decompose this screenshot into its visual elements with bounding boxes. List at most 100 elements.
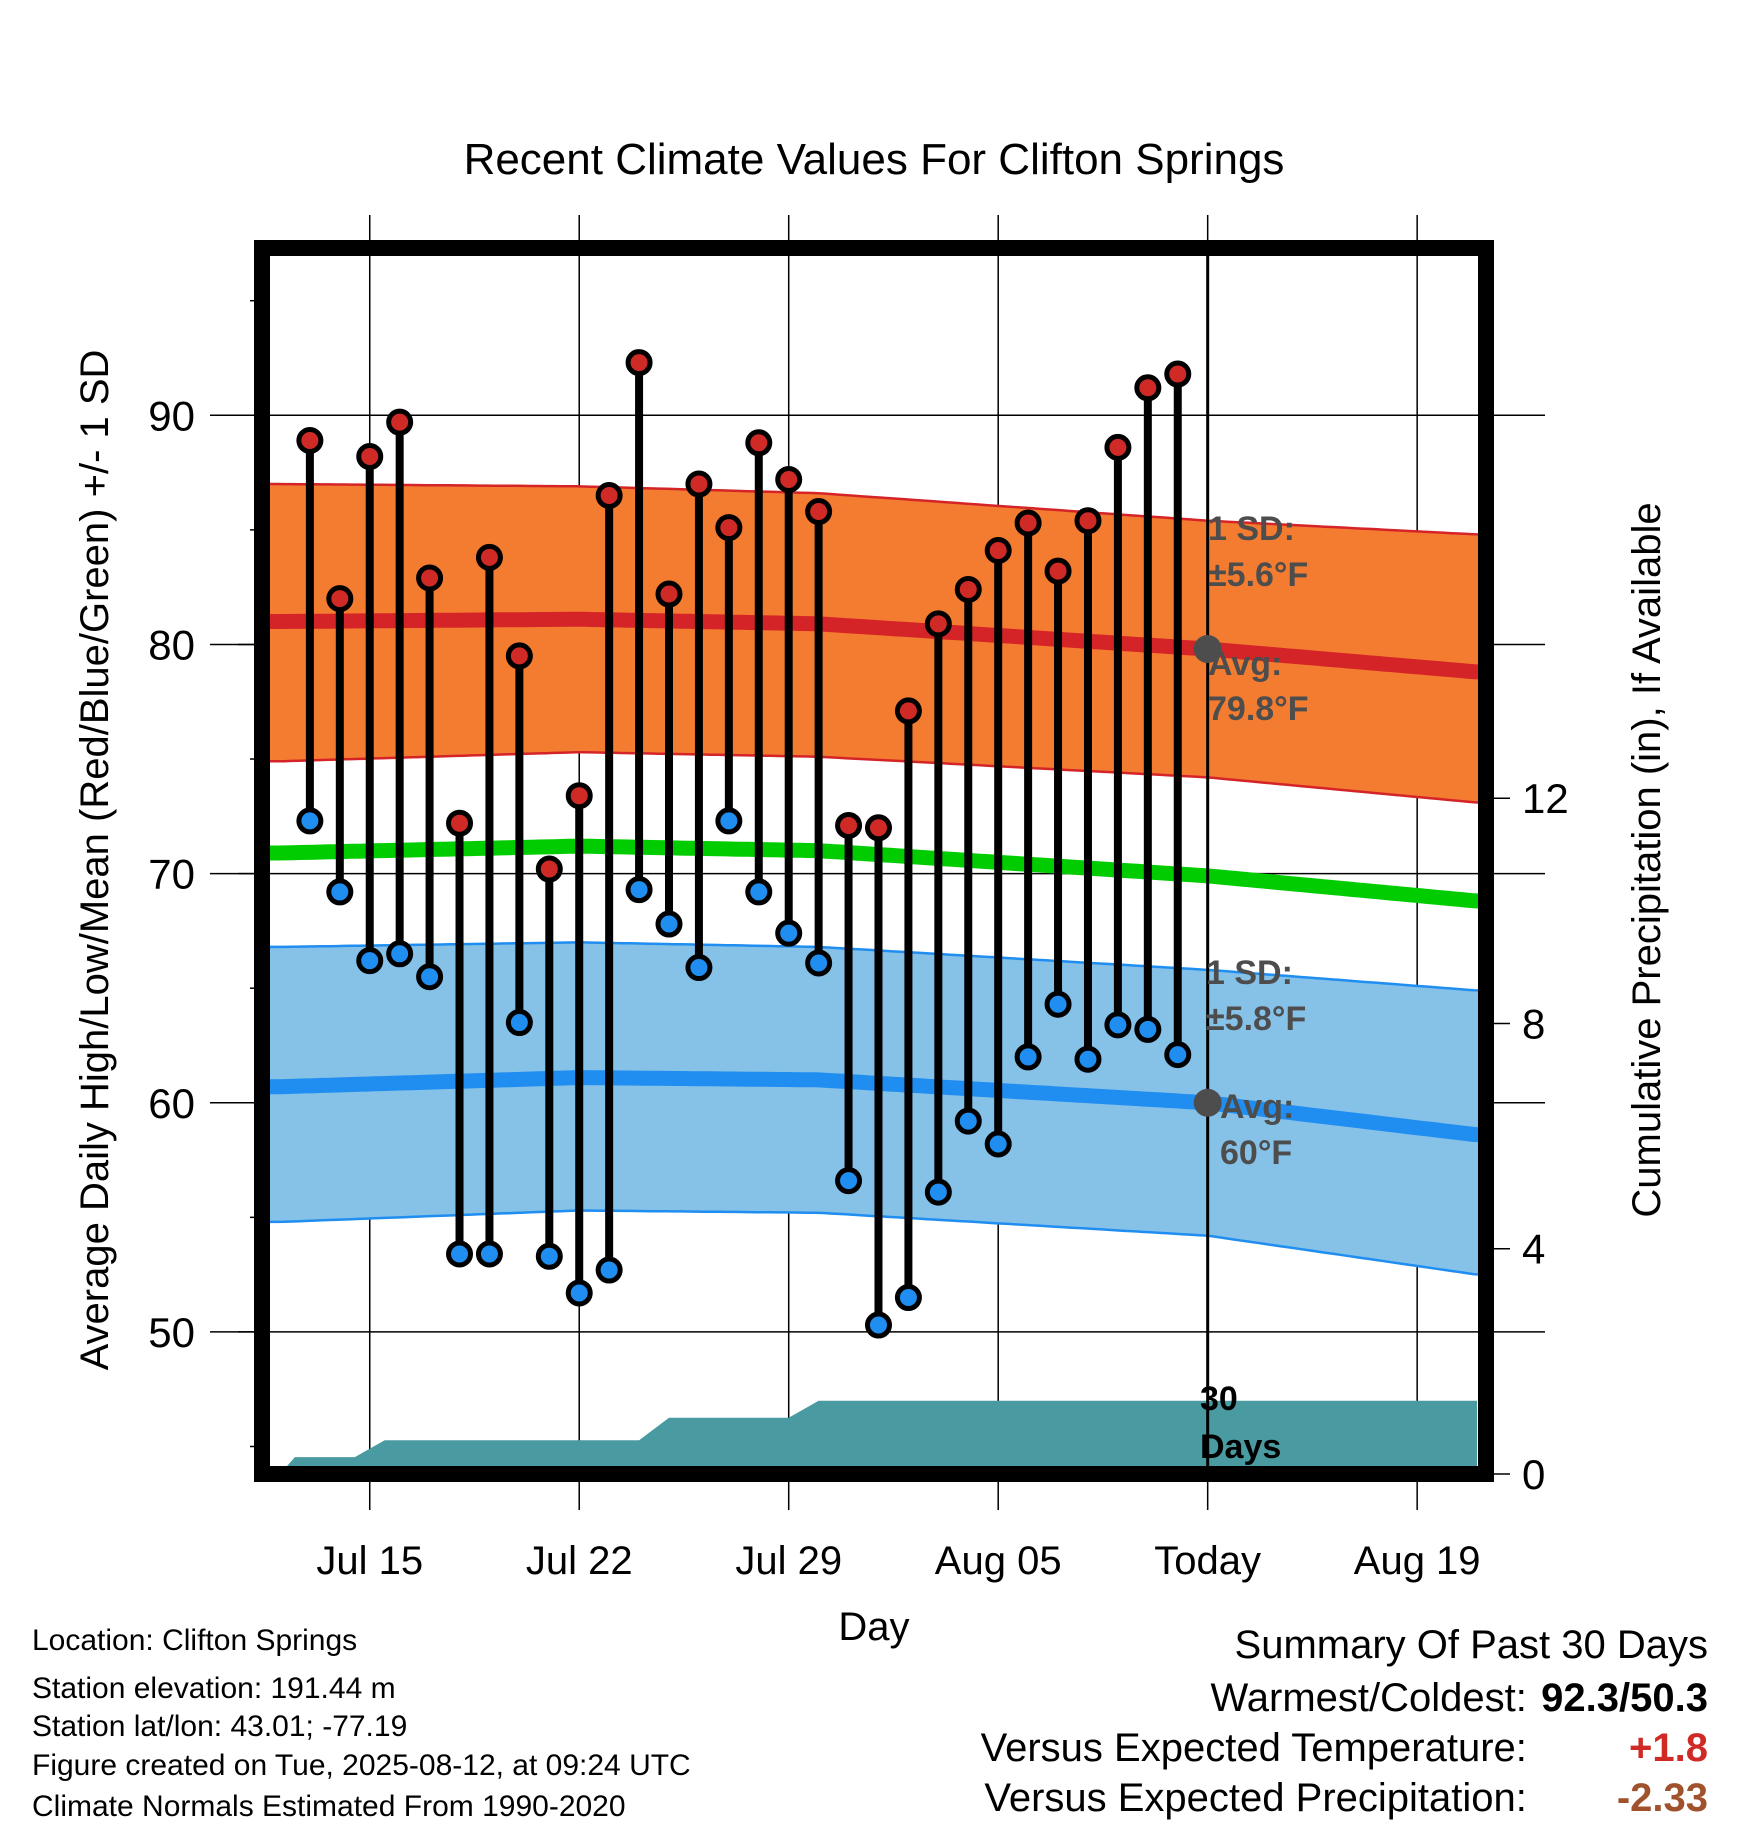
- low-point-17: [805, 949, 833, 977]
- days-label-line2: Days: [1200, 1428, 1281, 1466]
- high-sd-value: ±5.6°F: [1208, 556, 1308, 594]
- high-point-3: [386, 408, 414, 436]
- info-latlon: Station lat/lon: 43.01; -77.19: [32, 1710, 408, 1743]
- high-point-26: [1074, 507, 1102, 535]
- low-point-4: [416, 963, 444, 991]
- precip-cumulative-area: [279, 1400, 1478, 1474]
- low-sd-upper-line: [262, 941, 1482, 992]
- high-point-17: [805, 498, 833, 526]
- info-elevation: Station elevation: 191.44 m: [32, 1672, 396, 1705]
- summary-extremes-label: Warmest/Coldest:: [1210, 1676, 1527, 1720]
- high-point-13: [685, 470, 713, 498]
- low-sd-label: 1 SD:: [1206, 954, 1293, 992]
- high-point-18: [835, 811, 863, 839]
- high-point-7: [505, 642, 533, 670]
- low-point-1: [326, 878, 354, 906]
- info-normals: Climate Normals Estimated From 1990-2020: [32, 1790, 626, 1823]
- high-point-1: [326, 585, 354, 613]
- high-point-2: [356, 443, 384, 471]
- summary-temp-value: +1.8: [1629, 1726, 1708, 1770]
- low-avg-label: Avg:: [1220, 1088, 1294, 1126]
- high-sd-upper-line: [262, 482, 1482, 536]
- low-point-19: [864, 1311, 892, 1339]
- precip-area: [279, 1400, 1478, 1474]
- low-point-14: [715, 807, 743, 835]
- low-point-16: [775, 919, 803, 947]
- low-sd-lower-line: [262, 1209, 1482, 1276]
- high-point-23: [984, 536, 1012, 564]
- y-tick-label-70: 70: [148, 851, 195, 898]
- low-point-24: [1014, 1043, 1042, 1071]
- high-point-28: [1134, 374, 1162, 402]
- low-point-8: [535, 1242, 563, 1270]
- high-normal-line: [262, 611, 1482, 680]
- y2-tick-label-8: 8: [1522, 1000, 1545, 1047]
- high-point-27: [1104, 433, 1132, 461]
- high-point-12: [655, 580, 683, 608]
- low-point-13: [685, 954, 713, 982]
- axes: 50 60 70 80 90 0 4 8 12 Jul 15 Jul 22 Jul 29 Aug 05 T…: [73, 240, 1669, 1649]
- low-point-5: [446, 1240, 474, 1268]
- low-point-25: [1044, 990, 1072, 1018]
- y2-tick-label-0: 0: [1522, 1451, 1545, 1498]
- high-point-11: [625, 349, 653, 377]
- low-point-26: [1074, 1045, 1102, 1073]
- high-point-22: [954, 575, 982, 603]
- y-tick-label-80: 80: [148, 621, 195, 668]
- y2-tick-label-12: 12: [1522, 775, 1569, 822]
- low-point-11: [625, 876, 653, 904]
- high-sd-lower-line: [262, 750, 1482, 804]
- summary-precipitation: Versus Expected Precipitation: -2.33: [984, 1778, 1708, 1818]
- x-tick-label-1: Jul 22: [526, 1539, 633, 1583]
- low-point-2: [356, 947, 384, 975]
- summary-title: Summary Of Past 30 Days: [1234, 1623, 1708, 1667]
- low-point-29: [1164, 1041, 1192, 1069]
- y-tick-label-60: 60: [148, 1080, 195, 1127]
- observed-temperatures: [296, 349, 1192, 1339]
- low-point-15: [745, 878, 773, 906]
- low-point-10: [595, 1256, 623, 1284]
- high-point-21: [924, 610, 952, 638]
- y-tick-label-50: 50: [148, 1309, 195, 1356]
- high-point-19: [864, 814, 892, 842]
- high-point-8: [535, 855, 563, 883]
- summary-precip-value: -2.33: [1616, 1776, 1708, 1820]
- low-normal-line: [262, 1070, 1482, 1143]
- high-avg-value: 79.8°F: [1208, 690, 1309, 728]
- low-point-22: [954, 1107, 982, 1135]
- low-point-6: [475, 1240, 503, 1268]
- low-point-7: [505, 1009, 533, 1037]
- high-avg-label: Avg:: [1208, 645, 1282, 683]
- high-point-29: [1164, 360, 1192, 388]
- info-location: Location: Clifton Springs: [32, 1624, 358, 1657]
- x-tick-label-3: Aug 05: [935, 1539, 1062, 1583]
- low-point-27: [1104, 1011, 1132, 1039]
- low-point-28: [1134, 1015, 1162, 1043]
- low-point-9: [565, 1279, 593, 1307]
- low-point-21: [924, 1178, 952, 1206]
- low-point-12: [655, 910, 683, 938]
- low-point-3: [386, 940, 414, 968]
- high-sd-label: 1 SD:: [1208, 510, 1295, 548]
- low-point-20: [894, 1284, 922, 1312]
- y2-tick-label-4: 4: [1522, 1226, 1545, 1273]
- chart-title: Recent Climate Values For Clifton Spring…: [464, 135, 1285, 184]
- plot-frame: [254, 240, 1494, 1482]
- low-point-0: [296, 807, 324, 835]
- today-low-normal-marker: [1193, 1088, 1222, 1117]
- low-sd-value: ±5.8°F: [1206, 1000, 1306, 1038]
- annotations: 1 SD: ±5.6°F Avg: 79.8°F 1 SD: ±5.8°F Avg: 60°F…: [1200, 510, 1309, 1466]
- x-tick-label-5: Aug 19: [1354, 1539, 1481, 1583]
- high-point-6: [475, 543, 503, 571]
- low-point-23: [984, 1130, 1012, 1158]
- normal-bands: [262, 482, 1482, 1276]
- info-created: Figure created on Tue, 2025-08-12, at 09…: [32, 1749, 691, 1782]
- low-avg-value: 60°F: [1220, 1134, 1292, 1172]
- summary-extremes: Warmest/Coldest: 92.3/50.3: [1211, 1678, 1709, 1718]
- mean-normal-line: [262, 838, 1482, 909]
- high-point-15: [745, 429, 773, 457]
- x-tick-label-0: Jul 15: [316, 1539, 423, 1583]
- high-point-24: [1014, 509, 1042, 537]
- x-tick-label-4: Today: [1154, 1539, 1261, 1583]
